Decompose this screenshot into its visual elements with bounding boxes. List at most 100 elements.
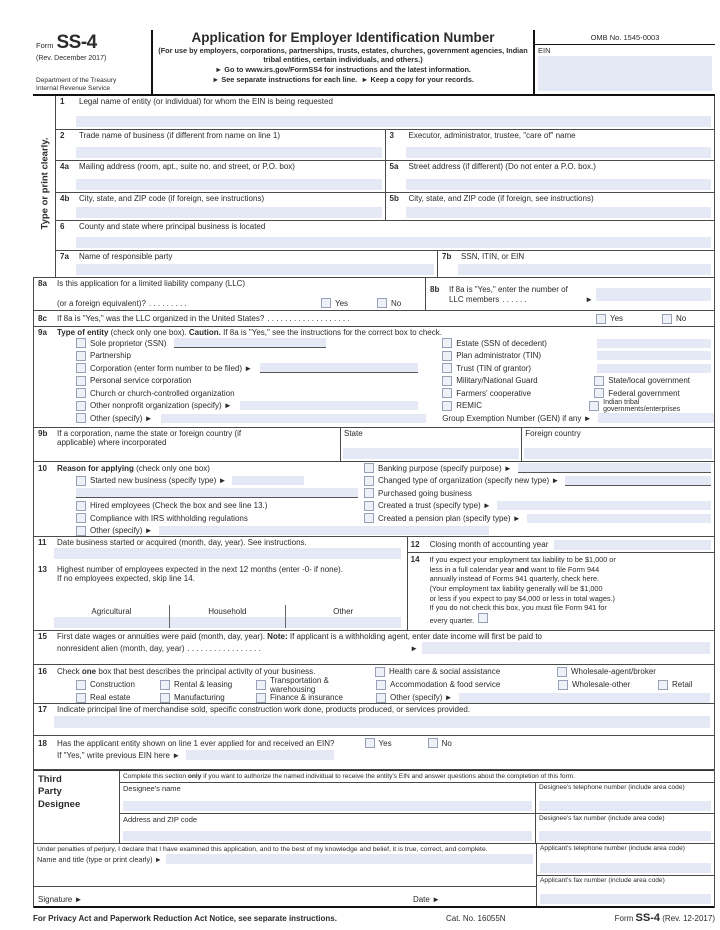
checkbox-federal-government[interactable]	[594, 388, 605, 399]
line-7a-input[interactable]	[76, 264, 435, 275]
other-employees-input[interactable]	[285, 617, 401, 628]
checkbox-plan-administrator[interactable]	[442, 350, 453, 361]
line-5a-input[interactable]	[405, 179, 711, 190]
form-subtitle: (For use by employers, corporations, par…	[158, 45, 528, 64]
line-11-input[interactable]	[54, 548, 401, 559]
checkbox-started-new-business[interactable]	[76, 475, 86, 486]
checkbox-partnership[interactable]	[76, 350, 86, 361]
line-12-input[interactable]	[554, 539, 711, 550]
checkbox-indian-tribal-government[interactable]	[589, 400, 600, 411]
designee-fax-input[interactable]	[539, 831, 711, 841]
checkbox-purchased-going-business[interactable]	[364, 488, 374, 499]
signature-label: Signature ►	[38, 895, 83, 904]
checkbox-church-organization[interactable]	[76, 388, 86, 399]
checkbox-created-trust[interactable]	[364, 500, 374, 511]
foreign-country-input[interactable]	[524, 448, 712, 459]
designee-note: Complete this section only if you want t…	[123, 773, 576, 780]
started-business-type-input-2[interactable]	[76, 488, 358, 499]
line-2-input[interactable]	[76, 147, 382, 158]
other-entity-specify-input[interactable]	[160, 413, 427, 423]
previous-ein-input[interactable]	[186, 750, 335, 760]
checkbox-8a-no[interactable]	[377, 298, 387, 308]
checkbox-8c-yes[interactable]	[596, 313, 606, 324]
checkbox-sole-proprietor[interactable]	[76, 338, 86, 349]
started-business-type-input[interactable]	[232, 476, 305, 486]
checkbox-real-estate[interactable]	[76, 692, 86, 703]
checkbox-18-yes[interactable]	[364, 738, 375, 748]
line-4a-input[interactable]	[76, 179, 382, 190]
other-reason-input[interactable]	[158, 526, 489, 536]
checkbox-other-entity[interactable]	[76, 413, 86, 424]
footer-form-id: Form SS-4 (Rev. 12-2017)	[614, 912, 715, 924]
checkbox-wholesale-other[interactable]	[558, 679, 568, 690]
designee-name-input[interactable]	[123, 800, 532, 811]
line-18-label: Has the applicant entity shown on line 1…	[57, 738, 335, 748]
checkbox-trust[interactable]	[442, 363, 453, 374]
checkbox-other-nonprofit[interactable]	[76, 400, 86, 411]
ein-input[interactable]	[538, 56, 712, 91]
name-title-input[interactable]	[165, 854, 533, 864]
line-6-label: County and state where principal busines…	[79, 222, 266, 231]
checkbox-rental-leasing[interactable]	[160, 679, 170, 690]
line-3-input[interactable]	[405, 147, 711, 158]
checkbox-8c-no[interactable]	[662, 313, 672, 324]
checkbox-remic[interactable]	[442, 400, 453, 411]
checkbox-form-944[interactable]	[478, 612, 489, 623]
applicant-fax-input[interactable]	[540, 894, 711, 904]
checkbox-8a-yes[interactable]	[321, 298, 331, 308]
line-7b-input[interactable]	[458, 264, 711, 275]
banking-purpose-input[interactable]	[517, 463, 711, 474]
gen-input[interactable]	[597, 413, 714, 424]
line-8b-input[interactable]	[596, 287, 711, 301]
line-7-row: 7a Name of responsible party 7b SSN, ITIN,…	[56, 251, 714, 277]
designee-phone-input[interactable]	[539, 800, 711, 811]
created-trust-type-input[interactable]	[496, 501, 711, 511]
applicant-phone-input[interactable]	[540, 862, 711, 873]
line-2-label: Trade name of business (if different fro…	[79, 131, 280, 140]
checkbox-accommodation-food[interactable]	[376, 679, 386, 690]
line-6-input[interactable]	[76, 237, 711, 248]
agricultural-input[interactable]	[54, 617, 169, 628]
checkbox-18-no[interactable]	[427, 738, 438, 748]
changed-type-input[interactable]	[565, 475, 711, 486]
form-instruction-3: ► Keep a copy for your records.	[361, 75, 474, 85]
checkbox-farmers-cooperative[interactable]	[442, 388, 453, 399]
other-nonprofit-specify-input[interactable]	[239, 401, 419, 411]
checkbox-wholesale-agent[interactable]	[557, 666, 567, 677]
line-1-input[interactable]	[76, 116, 711, 127]
checkbox-finance-insurance[interactable]	[256, 692, 266, 703]
sole-proprietor-ssn-input[interactable]	[174, 338, 327, 349]
trust-tin-input[interactable]	[597, 363, 711, 373]
line-17-input[interactable]	[54, 716, 710, 728]
checkbox-other-activity[interactable]	[376, 692, 386, 703]
household-input[interactable]	[169, 617, 285, 628]
checkbox-personal-service-corporation[interactable]	[76, 375, 86, 386]
line-4b-input[interactable]	[76, 207, 382, 218]
line-5b-input[interactable]	[405, 207, 711, 218]
state-input[interactable]	[343, 448, 520, 459]
line-4a-5a-row: 4a Mailing address (room, apt., suite no.…	[56, 161, 714, 193]
checkbox-retail[interactable]	[658, 679, 668, 690]
previous-ein-label: If "Yes," write previous EIN here ►	[57, 751, 181, 760]
pension-plan-type-input[interactable]	[526, 513, 711, 523]
checkbox-state-local-government[interactable]	[594, 375, 605, 386]
designee-address-input[interactable]	[123, 831, 532, 841]
checkbox-health-care[interactable]	[375, 666, 385, 677]
checkbox-changed-organization-type[interactable]	[364, 475, 374, 486]
checkbox-compliance-irs-withholding[interactable]	[76, 513, 86, 524]
line-15-input[interactable]	[422, 642, 710, 654]
checkbox-military-national-guard[interactable]	[442, 375, 453, 386]
checkbox-created-pension-plan[interactable]	[364, 513, 374, 524]
corporation-form-number-input[interactable]	[260, 363, 419, 374]
checkbox-corporation[interactable]	[76, 363, 86, 374]
checkbox-other-reason[interactable]	[76, 525, 86, 536]
other-activity-input[interactable]	[458, 692, 710, 703]
estate-ssn-input[interactable]	[597, 338, 711, 348]
checkbox-banking-purpose[interactable]	[364, 463, 374, 474]
checkbox-construction[interactable]	[76, 679, 86, 690]
checkbox-manufacturing[interactable]	[160, 692, 170, 703]
checkbox-hired-employees[interactable]	[76, 500, 86, 511]
checkbox-estate[interactable]	[442, 338, 453, 349]
checkbox-transportation-warehousing[interactable]	[256, 679, 266, 690]
plan-administrator-tin-input[interactable]	[597, 351, 711, 361]
